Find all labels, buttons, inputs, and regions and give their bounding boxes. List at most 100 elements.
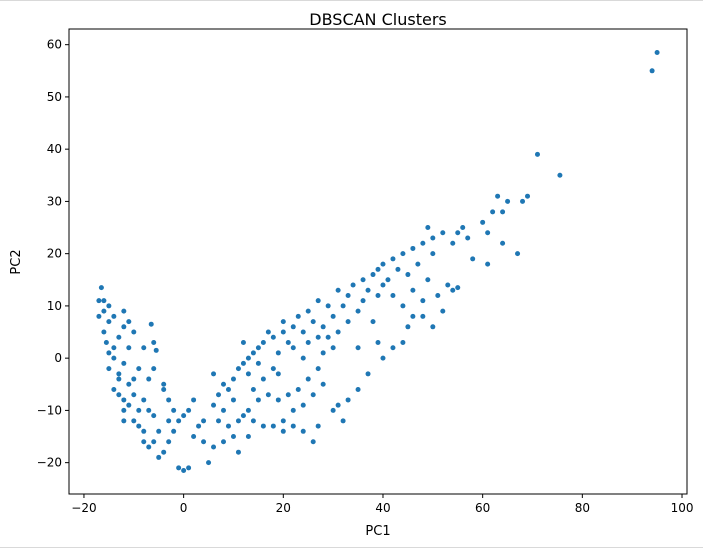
data-point-0: [96, 298, 102, 304]
data-point-143: [370, 319, 376, 325]
data-point-207: [290, 423, 296, 429]
data-point-209: [245, 434, 251, 440]
data-point-125: [275, 397, 281, 403]
data-point-118: [221, 439, 226, 445]
x-axis-label: PC1: [365, 524, 390, 539]
data-point-187: [455, 285, 461, 291]
data-point-159: [420, 298, 426, 304]
data-point-169: [460, 225, 466, 231]
data-point-151: [395, 266, 401, 272]
data-point-146: [380, 261, 386, 267]
data-point-28: [116, 392, 122, 398]
data-point-177: [515, 251, 521, 257]
data-point-158: [420, 240, 426, 246]
data-point-197: [375, 339, 381, 345]
data-point-201: [335, 402, 341, 408]
data-point-29: [131, 392, 137, 398]
data-point-95: [290, 345, 296, 351]
data-point-154: [405, 272, 411, 278]
data-point-193: [405, 324, 411, 330]
data-point-72: [221, 407, 226, 413]
data-point-139: [360, 277, 366, 283]
data-point-90: [275, 371, 281, 377]
x-tick-label-4: 60: [475, 501, 490, 515]
x-tick-label-2: 20: [276, 501, 291, 515]
data-point-205: [310, 439, 316, 445]
data-point-119: [211, 444, 217, 450]
data-point-166: [445, 282, 451, 288]
plot-frame: [68, 28, 688, 495]
data-point-199: [355, 387, 361, 393]
y-tick-label-3: 10: [47, 299, 62, 313]
plot-axes: −20 0 20 40 60 80 100 −20 −10 0 10 20 30 40 50 60: [37, 38, 694, 515]
data-point-58: [186, 407, 192, 413]
data-point-81: [255, 360, 261, 366]
data-point-176: [505, 198, 511, 204]
data-point-43: [148, 321, 154, 327]
data-point-215: [131, 329, 137, 335]
data-point-11: [111, 387, 117, 393]
data-point-114: [270, 423, 276, 429]
data-point-2: [96, 313, 102, 319]
chart-title: DBSCAN Clusters: [309, 10, 446, 29]
data-point-84: [265, 329, 271, 335]
window-border-top: [0, 0, 703, 1]
data-point-120: [225, 423, 231, 429]
data-point-27: [121, 308, 127, 314]
data-point-96: [295, 313, 301, 319]
data-point-86: [250, 387, 256, 393]
data-point-53: [121, 418, 127, 424]
data-point-111: [300, 402, 306, 408]
y-tick-label-4: 20: [47, 247, 62, 261]
data-point-173: [490, 209, 496, 215]
data-point-122: [245, 407, 251, 413]
data-point-141: [365, 287, 371, 293]
data-point-142: [370, 272, 376, 278]
data-point-78: [250, 350, 256, 356]
data-point-162: [430, 251, 436, 257]
data-point-4: [106, 319, 112, 325]
data-point-196: [380, 355, 386, 361]
data-point-9: [106, 366, 112, 372]
data-point-148: [385, 277, 391, 283]
data-point-103: [315, 334, 321, 340]
data-point-16: [136, 423, 142, 429]
y-tick-label-8: 60: [47, 38, 62, 52]
data-point-83: [260, 339, 266, 345]
data-point-68: [211, 371, 217, 377]
data-point-203: [340, 418, 346, 424]
data-point-31: [146, 407, 152, 413]
x-tick-label-1: 0: [180, 501, 188, 515]
data-point-15: [131, 418, 137, 424]
data-point-171: [480, 219, 486, 225]
data-point-100: [310, 319, 316, 325]
data-point-60: [196, 423, 202, 429]
data-point-37: [161, 449, 167, 455]
data-point-33: [136, 407, 142, 413]
data-point-70: [230, 376, 236, 382]
data-point-21: [111, 345, 117, 351]
data-point-10: [116, 376, 122, 382]
data-point-184: [500, 240, 506, 246]
data-point-19: [116, 371, 122, 377]
data-point-73: [216, 418, 222, 424]
data-point-195: [390, 345, 396, 351]
data-point-24: [111, 313, 117, 319]
data-point-140: [360, 298, 366, 304]
data-point-97: [300, 329, 306, 335]
data-point-132: [335, 329, 341, 335]
data-point-47: [166, 397, 172, 403]
data-point-121: [235, 418, 241, 424]
data-point-105: [325, 303, 331, 309]
data-point-190: [430, 324, 436, 330]
data-point-3: [101, 308, 107, 314]
data-point-185: [485, 261, 491, 267]
y-tick-label-0: −20: [37, 456, 62, 470]
data-points: [96, 50, 660, 473]
data-point-87: [270, 366, 276, 372]
data-point-94: [280, 319, 286, 325]
data-point-52: [136, 366, 142, 372]
data-point-117: [230, 434, 236, 440]
data-point-115: [260, 423, 266, 429]
data-point-170: [465, 235, 471, 241]
